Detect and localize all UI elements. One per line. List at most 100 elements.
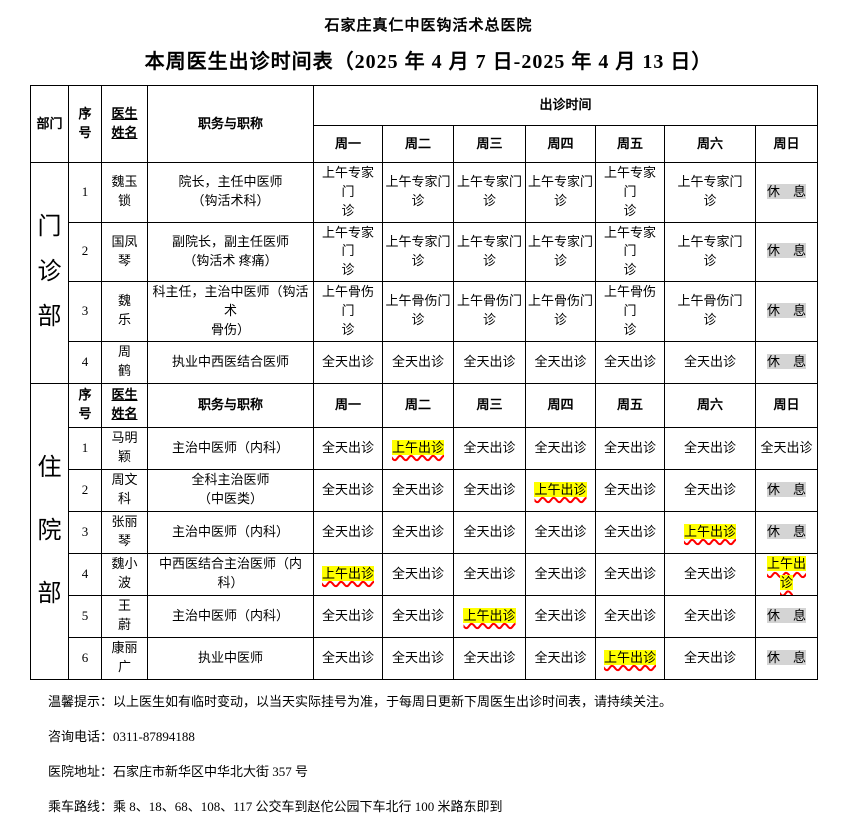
- schedule-value: 全天出诊: [534, 523, 587, 539]
- section-header-row: 住院部 序 号医生 姓名 职务与职称 周一 周二 周三 周四 周五 周六 周日: [30, 382, 819, 680]
- day-cell-周二: 上午骨伤门 诊: [382, 281, 454, 342]
- day-cell-周日: 休 息: [754, 221, 819, 283]
- doctor-name-cell: 魏玉 锁: [101, 162, 148, 223]
- schedule-value: 全天出诊: [391, 353, 444, 369]
- schedule-value: 全天出诊: [683, 353, 736, 369]
- table-row: 4 魏小 波中西医结合主治医师（内科） 上午出诊 全天出诊 全天出诊 全天出诊 全天出诊 全天…: [31, 552, 819, 596]
- header-visit-time: 出诊时间: [312, 85, 819, 126]
- schedule-value: 全天出诊: [534, 565, 587, 581]
- note-bus-route: 乘车路线：乘 8、18、68、108、117 公交车到赵佗公园下车北行 100 …: [48, 799, 503, 815]
- day-cell-周四: 全天出诊: [525, 510, 596, 554]
- schedule-value: 全天出诊: [321, 481, 374, 497]
- schedule-value: 全天出诊: [321, 649, 374, 665]
- day-cell-周五: 上午专家门 诊: [595, 162, 665, 223]
- job-title-cell: 院长，主任中医师 （钩活术科）: [147, 162, 314, 223]
- schedule-value: 上午专家门 诊: [385, 174, 451, 209]
- note-address: 医院地址：石家庄市新华区中华北大街 357 号: [48, 764, 309, 780]
- schedule-value: 全天出诊: [391, 607, 444, 623]
- header-day-1: 周一: [313, 125, 383, 163]
- schedule-value: 全天出诊: [463, 481, 516, 497]
- doctor-name-cell: 康丽 广: [101, 636, 148, 680]
- day-cell-周六: 上午专家门 诊: [664, 221, 756, 283]
- day-cell-周一: 上午专家门 诊: [313, 221, 383, 283]
- day-cell-周二: 上午专家门 诊: [382, 162, 454, 223]
- dept-label: 门诊部: [37, 214, 62, 331]
- day-cell-周二: 全天出诊: [382, 594, 454, 638]
- day-cell-周五: 全天出诊: [595, 468, 665, 512]
- day-cell-周三: 全天出诊: [453, 636, 526, 680]
- day-cell-周三: 上午专家门 诊: [453, 162, 526, 223]
- schedule-value: 上午骨伤门 诊: [385, 293, 451, 328]
- job-title-cell: 主治中医师（内科）: [147, 510, 314, 554]
- schedule-value: 上午出 诊: [767, 556, 807, 591]
- day-cell-周六: 全天出诊: [664, 468, 756, 512]
- header-day-3: 周三: [453, 125, 526, 163]
- row-number-cell: 2: [68, 221, 102, 283]
- day-cell-周二: 全天出诊: [382, 636, 454, 680]
- schedule-value: 上午专家门 诊: [321, 165, 374, 218]
- doctor-name-cell: 张丽 琴: [101, 510, 148, 554]
- header-dept: 部门: [30, 85, 69, 163]
- schedule-value: 休 息: [767, 302, 807, 318]
- day-cell-周五: 全天出诊: [595, 426, 665, 470]
- day-cell-周五: 全天出诊: [595, 594, 665, 638]
- row-number-cell: 2: [68, 468, 102, 512]
- day-cell-周日: 休 息: [754, 594, 819, 638]
- schedule-value: 全天出诊: [463, 439, 516, 455]
- day-cell-周五: 上午骨伤门 诊: [595, 281, 665, 342]
- schedule-table-body: 部门序 号医生 姓名 职务与职称 出诊时间 周一 周二 周三 周四 周五 周六 周日 门诊部 1 魏玉 …: [30, 85, 819, 680]
- schedule-value: 上午出诊: [463, 607, 516, 623]
- schedule-subtitle: 本周医生出诊时间表（2025 年 4 月 7 日-2025 年 4 月 13 日…: [144, 51, 713, 73]
- schedule-value: 全天出诊: [321, 353, 374, 369]
- header-day-5: 周五: [595, 125, 665, 163]
- dept-label: 住院部: [37, 454, 62, 607]
- job-title-cell: 执业中医师: [147, 636, 314, 680]
- hospital-title: 石家庄真仁中医钩活术总医院: [324, 18, 533, 34]
- day-cell-周一: 上午出诊: [313, 552, 383, 596]
- day-cell-周三: 全天出诊: [453, 340, 526, 384]
- schedule-value: 全天出诊: [463, 649, 516, 665]
- day-cell-周六: 全天出诊: [664, 552, 756, 596]
- doctor-name-cell: 王 蔚: [101, 594, 148, 638]
- day-cell-周四: 全天出诊: [525, 552, 596, 596]
- schedule-value: 全天出诊: [321, 523, 374, 539]
- schedule-value: 全天出诊: [391, 523, 444, 539]
- schedule-value: 上午出诊: [534, 481, 587, 497]
- schedule-value: 上午专家门 诊: [456, 174, 522, 209]
- note-phone: 咨询电话：0311-87894188: [48, 728, 195, 744]
- day-cell-周六: 全天出诊: [664, 340, 756, 384]
- header-day-2: 周二: [382, 382, 454, 428]
- schedule-value: 上午骨伤门 诊: [456, 293, 522, 328]
- header-day-2: 周二: [382, 125, 454, 163]
- schedule-value: 上午骨伤门 诊: [603, 284, 656, 337]
- schedule-value: 休 息: [767, 183, 807, 199]
- day-cell-周日: 全天出诊: [754, 426, 819, 470]
- day-cell-周六: 上午骨伤门 诊: [664, 281, 756, 342]
- schedule-value: 全天出诊: [463, 565, 516, 581]
- day-cell-周日: 休 息: [754, 510, 819, 554]
- day-cell-周一: 全天出诊: [313, 426, 383, 470]
- doctor-name-cell: 魏小 波: [101, 552, 148, 596]
- schedule-value: 上午专家门 诊: [528, 233, 594, 268]
- day-cell-周四: 全天出诊: [525, 594, 596, 638]
- day-cell-周六: 上午出诊: [664, 510, 756, 554]
- day-cell-周一: 上午专家门 诊: [313, 162, 383, 223]
- schedule-value: 全天出诊: [683, 607, 736, 623]
- dept-cell: 门诊部: [30, 162, 69, 384]
- schedule-value: 全天出诊: [534, 607, 587, 623]
- schedule-value: 全天出诊: [391, 481, 444, 497]
- doctor-name-cell: 马明 颖: [101, 426, 148, 470]
- day-cell-周六: 全天出诊: [664, 636, 756, 680]
- day-cell-周三: 全天出诊: [453, 426, 526, 470]
- day-cell-周日: 休 息: [754, 340, 819, 384]
- day-cell-周日: 休 息: [754, 281, 819, 342]
- day-cell-周二: 上午出诊: [382, 426, 454, 470]
- day-cell-周五: 全天出诊: [595, 510, 665, 554]
- header-row-1: 部门序 号医生 姓名 职务与职称 出诊时间: [30, 85, 819, 163]
- table-row: 6 康丽 广执业中医师 全天出诊 全天出诊 全天出诊 全天出诊 上午出诊 全天出诊休 息: [31, 636, 819, 680]
- day-cell-周四: 全天出诊: [525, 426, 596, 470]
- day-cell-周日: 上午出 诊: [754, 552, 819, 596]
- day-cell-周五: 全天出诊: [595, 552, 665, 596]
